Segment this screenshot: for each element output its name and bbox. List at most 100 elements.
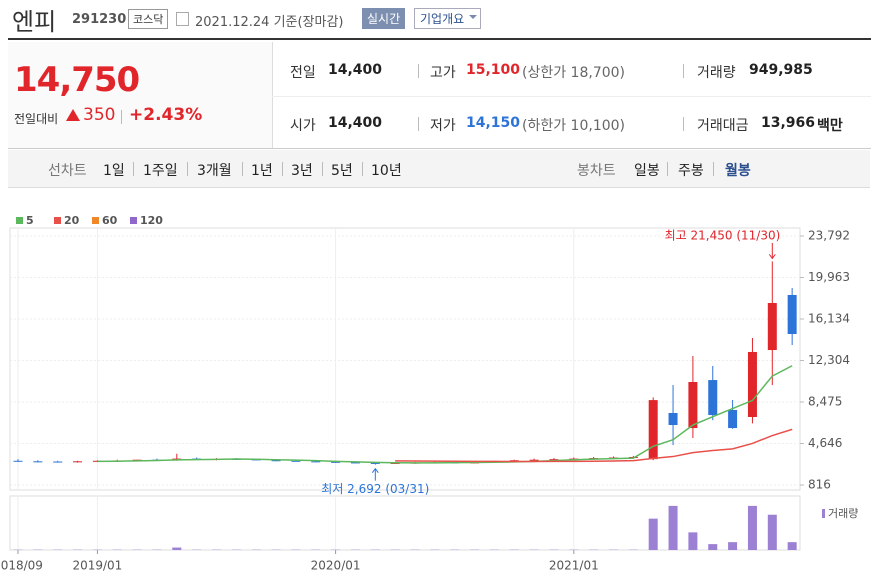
legend-swatch: [54, 217, 61, 224]
candle-body: [668, 412, 678, 426]
legend-label: 60: [102, 214, 118, 227]
calendar-icon: [176, 12, 189, 26]
amount-unit: 백만: [817, 118, 843, 134]
realtime-button[interactable]: 실시간: [362, 8, 406, 29]
company-dropdown[interactable]: 기업개요: [414, 8, 482, 29]
candle-body: [73, 461, 83, 463]
open-label: 시가: [290, 118, 316, 134]
price: 14,750: [14, 60, 140, 100]
candle-body: [311, 461, 321, 463]
legend-label: 20: [64, 214, 80, 227]
change: 350: [83, 105, 116, 125]
candle-body: [767, 302, 777, 351]
volume-swatch: [822, 509, 825, 518]
tab[interactable]: 3년: [291, 163, 313, 179]
row-rule: [272, 96, 871, 97]
ma-line: [97, 365, 793, 464]
high-label: 고가: [430, 65, 456, 81]
y-tick-label: 16,134: [808, 311, 850, 325]
tab[interactable]: 1주일: [143, 163, 178, 179]
tab[interactable]: 일봉: [634, 163, 660, 179]
volume-bar: [728, 542, 738, 550]
y-tick-label: 8,475: [808, 394, 842, 408]
tab[interactable]: 5년: [331, 163, 353, 179]
candle-body: [529, 459, 539, 461]
candle-body: [13, 460, 23, 462]
tab[interactable]: 3개월: [197, 163, 232, 179]
volume-bar: [747, 505, 757, 550]
tab[interactable]: 1년: [251, 163, 273, 179]
candle-body: [53, 461, 63, 463]
line-chart-label: 선차트: [48, 163, 87, 179]
candle-body: [787, 294, 797, 334]
high-arrow-head: [768, 254, 776, 260]
up-triangle: [66, 109, 80, 121]
candle-body: [271, 460, 281, 462]
legend-swatch: [130, 217, 137, 224]
dropdown-arrow: [469, 15, 477, 23]
high-limit: (상한가 18,700): [522, 65, 626, 81]
price-box: [8, 42, 273, 148]
legend-label: 120: [140, 214, 163, 227]
plot-frame: [9, 227, 801, 491]
x-tick-label: 2021/01: [549, 559, 599, 573]
candle-body: [708, 380, 718, 416]
chart: 23,79219,96316,13412,3048,4754,646816201…: [0, 214, 858, 573]
candle-body: [728, 409, 738, 429]
x-tick-label: 2019/01: [72, 559, 122, 573]
stock-name: 엔피: [12, 8, 57, 36]
volume-bar: [688, 532, 698, 550]
x-tick-label: 2018/09: [0, 559, 43, 573]
x-tick-label: 2020/01: [311, 559, 361, 573]
ma-line: [395, 428, 793, 463]
quote-rule: [8, 148, 871, 149]
high-annotation: 최고 21,450 (11/30): [665, 229, 781, 243]
candle-body: [350, 462, 360, 464]
change-label: 전일대비: [14, 112, 59, 126]
candle-body: [747, 351, 757, 418]
low-value: 14,150: [466, 115, 521, 131]
low-limit: (하한가 10,100): [522, 118, 626, 134]
candle-body: [648, 400, 658, 460]
tab[interactable]: 1일: [103, 163, 125, 179]
volume-bar: [767, 514, 777, 550]
y-tick-label: 4,646: [808, 436, 842, 450]
volume-label: 거래량: [828, 507, 858, 520]
y-tick-label: 816: [808, 477, 831, 491]
high-value: 15,100: [466, 62, 521, 78]
candle-body: [331, 461, 341, 463]
low-arrow-head: [371, 467, 379, 473]
tab[interactable]: 주봉: [678, 163, 704, 179]
low-annotation: 최저 2,692 (03/31): [321, 482, 429, 496]
legend-swatch: [16, 217, 23, 224]
open-value: 14,400: [328, 115, 383, 131]
stock-code: 291230: [72, 12, 127, 27]
y-tick-label: 23,792: [808, 229, 850, 243]
candle-body: [549, 459, 559, 461]
change-pct: +2.43%: [129, 105, 203, 125]
low-label: 저가: [430, 118, 456, 134]
prev-value: 14,400: [328, 62, 383, 78]
volume-value: 949,985: [749, 62, 813, 78]
candle-body: [33, 461, 43, 463]
amount-label: 거래대금: [697, 118, 749, 134]
volume-bar: [668, 505, 678, 550]
candle-body: [688, 381, 698, 429]
candle-body: [370, 462, 380, 464]
tab-selected[interactable]: 월봉: [725, 163, 751, 179]
volume-bar: [708, 544, 718, 550]
date: 2021.12.24 기준(장마감): [195, 15, 344, 30]
tab-bar: [8, 150, 870, 188]
prev-label: 전일: [290, 65, 316, 81]
amount-value: 13,966: [761, 115, 816, 131]
legend-swatch: [92, 217, 99, 224]
tab[interactable]: 10년: [371, 163, 402, 179]
y-tick-label: 12,304: [808, 353, 850, 367]
volume-frame: [9, 495, 801, 551]
legend-label: 5: [26, 214, 34, 227]
volume-bar: [172, 547, 182, 550]
volume-label: 거래량: [697, 65, 736, 81]
market-badge: 코스닥: [128, 9, 169, 29]
volume-bar: [787, 542, 797, 550]
